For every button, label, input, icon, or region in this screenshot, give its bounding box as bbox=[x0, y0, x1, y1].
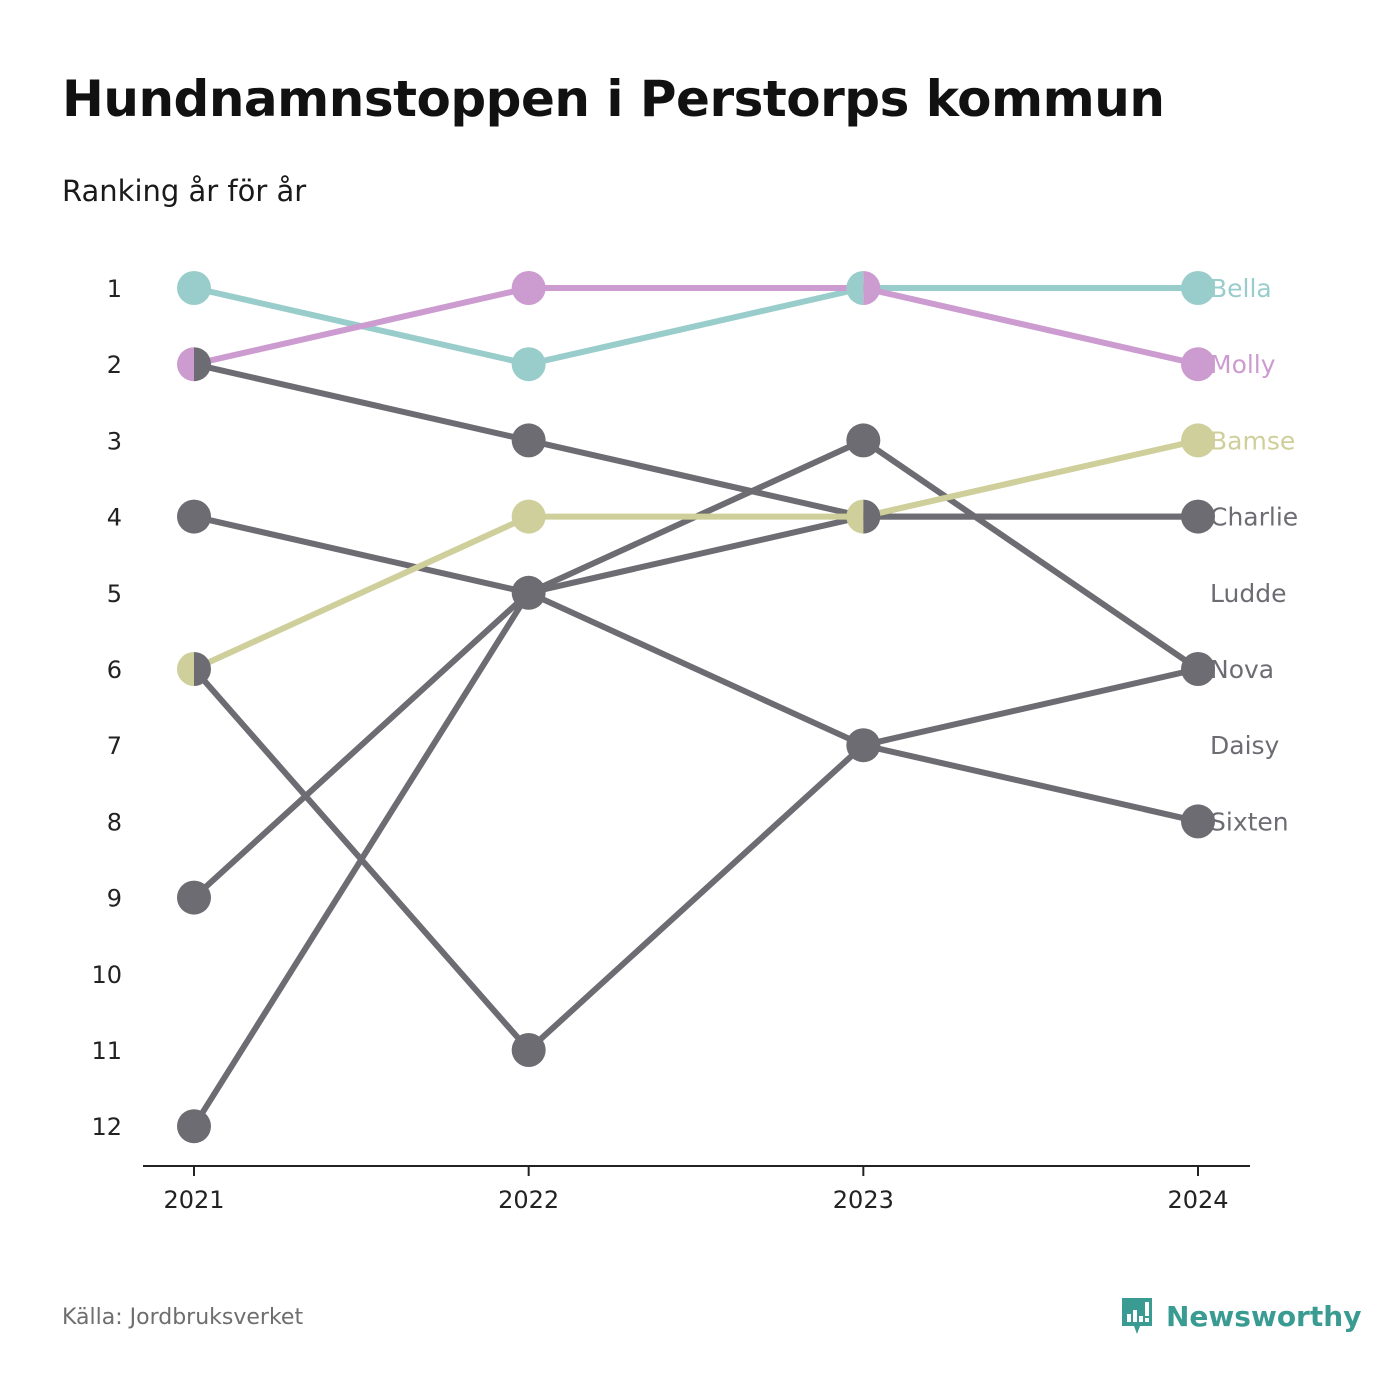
point-bamse-2022 bbox=[511, 499, 546, 534]
brand-name: Newsworthy bbox=[1166, 1299, 1362, 1333]
series-line-bella bbox=[191, 285, 1201, 368]
series-line-molly bbox=[191, 285, 1201, 368]
y-tick-label: 12 bbox=[91, 1113, 122, 1141]
series-label-molly: Molly bbox=[1210, 350, 1276, 379]
point-nova-sixten-2023 bbox=[846, 728, 881, 763]
y-tick-label: 4 bbox=[107, 504, 122, 532]
y-tick-label: 2 bbox=[107, 351, 122, 379]
series-line-nova bbox=[191, 666, 1201, 1053]
x-tick-label: 2024 bbox=[1167, 1186, 1228, 1214]
series-label-ludde: Ludde bbox=[1210, 579, 1286, 608]
y-tick-label: 6 bbox=[107, 656, 122, 684]
point-bamse-charlie-daisy-2023-left bbox=[846, 499, 864, 534]
point-molly-2024 bbox=[1181, 347, 1215, 382]
point-sixten-2024 bbox=[1181, 804, 1215, 839]
point-daisy-2021 bbox=[177, 1109, 211, 1144]
point-sixten-2021 bbox=[177, 499, 211, 534]
series-line-daisy bbox=[191, 513, 1201, 1130]
y-tick-label: 8 bbox=[107, 808, 122, 836]
x-tick-label: 2023 bbox=[833, 1186, 894, 1214]
point-ludde-nova-2024 bbox=[1181, 652, 1215, 686]
point-ludde-2021 bbox=[177, 880, 211, 915]
point-ludde-daisy-sixten-2022 bbox=[511, 575, 546, 610]
point-bamse-charlie-daisy-2023-right bbox=[863, 499, 881, 534]
series-label-bella: Bella bbox=[1210, 274, 1272, 303]
source-note: Källa: Jordbruksverket bbox=[62, 1305, 304, 1330]
point-charlie-daisy-2024 bbox=[1181, 499, 1215, 534]
point-charlie-2022 bbox=[511, 423, 546, 458]
series-label-bamse: Bamse bbox=[1210, 426, 1295, 455]
point-bella-molly-2023-right bbox=[863, 271, 881, 305]
point-bamse-nova-2021-left bbox=[177, 652, 194, 686]
point-bella-2021 bbox=[177, 271, 211, 305]
point-bamse-2024 bbox=[1181, 423, 1215, 458]
point-ludde-2023 bbox=[846, 423, 881, 458]
series-points bbox=[177, 271, 1215, 1144]
brand-logo: Newsworthy bbox=[1120, 1296, 1361, 1336]
point-molly-2022 bbox=[511, 271, 546, 305]
point-bamse-nova-2021-right bbox=[194, 652, 211, 686]
series-label-charlie: Charlie bbox=[1210, 503, 1298, 532]
series-line-sixten bbox=[191, 513, 1201, 825]
y-tick-label: 7 bbox=[107, 732, 122, 760]
series-line-bamse bbox=[191, 437, 1201, 672]
series-lines bbox=[191, 285, 1201, 1130]
series-line-charlie bbox=[191, 361, 1201, 520]
point-nova-2022 bbox=[511, 1033, 546, 1067]
series-end-labels: Bella Molly Bamse Charlie Ludde Nova Daisy Sixt… bbox=[1210, 274, 1298, 836]
x-tick-label: 2022 bbox=[498, 1186, 559, 1214]
y-tick-label: 10 bbox=[91, 961, 122, 989]
chart-subtitle: Ranking år för år bbox=[62, 174, 307, 208]
point-molly-charlie-2021-right bbox=[194, 347, 211, 382]
point-molly-charlie-2021-left bbox=[177, 347, 194, 382]
point-bella-2022 bbox=[511, 347, 546, 382]
y-tick-label: 1 bbox=[107, 275, 122, 303]
series-label-nova: Nova bbox=[1210, 655, 1274, 684]
series-label-sixten: Sixten bbox=[1210, 807, 1289, 836]
newsworthy-logo-icon bbox=[1122, 1298, 1152, 1334]
y-tick-label: 5 bbox=[107, 580, 122, 608]
x-tick-label: 2021 bbox=[163, 1186, 224, 1214]
chart-title: Hundnamnstoppen i Perstorps kommun bbox=[62, 70, 1165, 128]
x-axis: 2021 2022 2023 2024 bbox=[143, 1165, 1250, 1214]
y-tick-label: 9 bbox=[107, 885, 122, 913]
y-tick-label: 11 bbox=[91, 1037, 122, 1065]
y-tick-label: 3 bbox=[107, 427, 122, 455]
point-bella-molly-2023-left bbox=[846, 271, 864, 305]
point-bella-2024 bbox=[1181, 271, 1215, 305]
series-label-daisy: Daisy bbox=[1210, 731, 1280, 760]
